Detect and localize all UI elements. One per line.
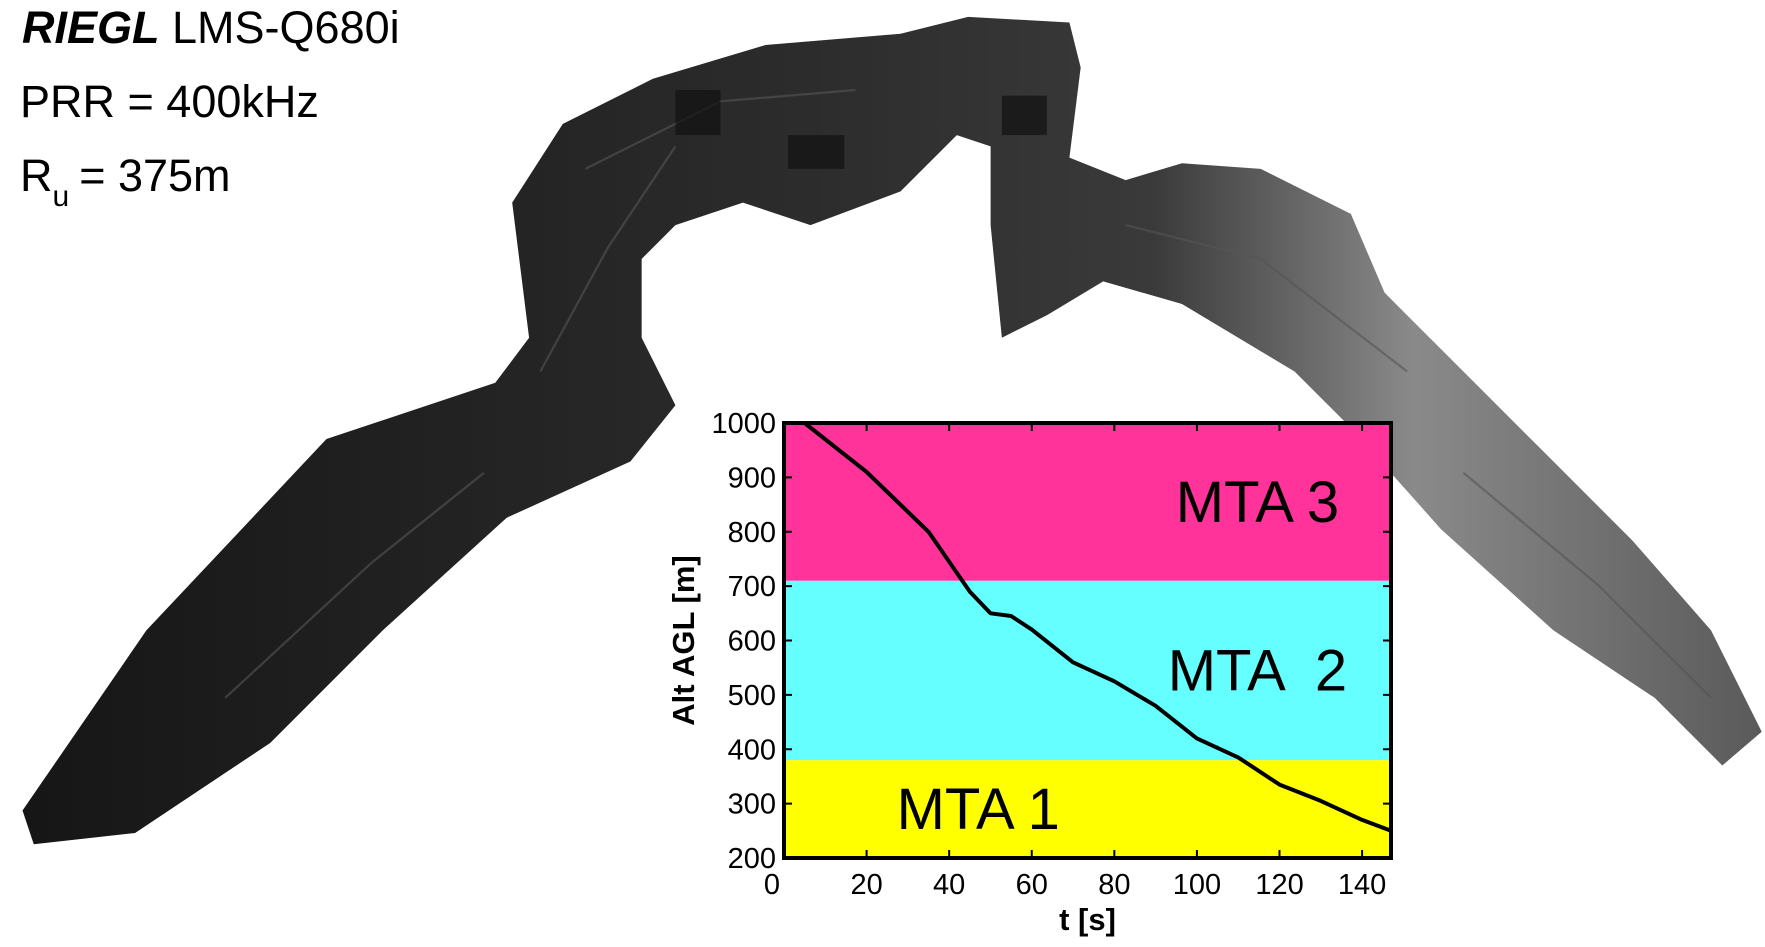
y-tick-label: 1000	[711, 408, 776, 440]
x-tick-label: 20	[850, 869, 882, 901]
x-tick-label: 40	[933, 869, 965, 901]
range-value: = 375m	[79, 150, 230, 201]
x-tick-label: 80	[1098, 869, 1130, 901]
mta-label: MTA 2	[1168, 638, 1347, 703]
x-tick-label: 140	[1338, 869, 1386, 901]
y-tick-label: 400	[728, 734, 776, 766]
page: RIEGL LMS-Q680i PRR = 400kHz Ru = 375m MT…	[0, 0, 1765, 947]
model: LMS-Q680i	[172, 2, 400, 53]
y-tick-label: 300	[728, 789, 776, 821]
x-tick-label: 0	[764, 869, 780, 901]
y-tick-label: 500	[728, 680, 776, 712]
mta-band	[784, 760, 1391, 858]
range-symbol: R	[20, 150, 53, 201]
header-line-1: RIEGL LMS-Q680i	[22, 2, 400, 53]
x-tick-label: 100	[1173, 869, 1221, 901]
y-tick-label: 700	[728, 571, 776, 603]
y-tick-label: 900	[728, 462, 776, 494]
x-tick-label: 120	[1255, 869, 1303, 901]
scene: RIEGL LMS-Q680i PRR = 400kHz Ru = 375m MT…	[0, 0, 1765, 947]
mta-label: MTA 3	[1176, 470, 1339, 535]
brand: RIEGL	[22, 2, 160, 53]
prr: PRR = 400kHz	[20, 76, 319, 127]
mta-label: MTA 1	[897, 777, 1060, 842]
range-subscript: u	[53, 180, 70, 213]
y-tick-label: 600	[728, 626, 776, 658]
y-tick-label: 800	[728, 517, 776, 549]
x-tick-label: 60	[1016, 869, 1048, 901]
x-axis-label: t [s]	[1059, 902, 1116, 937]
range-line: Ru = 375m	[20, 150, 231, 213]
y-axis-label: Alt AGL [m]	[666, 555, 701, 726]
